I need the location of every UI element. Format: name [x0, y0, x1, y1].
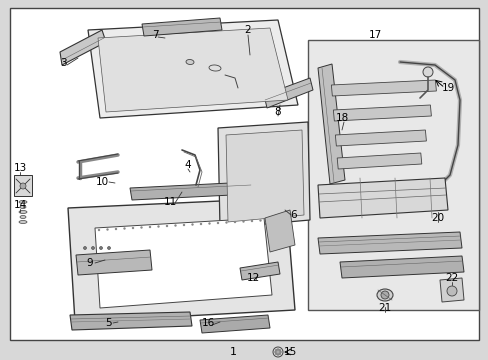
Polygon shape	[142, 18, 222, 36]
Polygon shape	[337, 153, 421, 169]
Polygon shape	[70, 312, 192, 330]
Circle shape	[446, 286, 456, 296]
Circle shape	[208, 222, 210, 225]
Polygon shape	[218, 122, 309, 228]
Text: 19: 19	[441, 83, 454, 93]
Ellipse shape	[376, 289, 392, 301]
Ellipse shape	[19, 211, 27, 213]
Circle shape	[380, 291, 388, 299]
Circle shape	[275, 350, 280, 355]
Ellipse shape	[185, 59, 194, 64]
Ellipse shape	[19, 201, 27, 203]
Circle shape	[200, 223, 202, 225]
Circle shape	[106, 228, 108, 231]
Polygon shape	[225, 130, 304, 222]
Polygon shape	[200, 315, 269, 333]
Polygon shape	[331, 80, 435, 96]
Polygon shape	[88, 20, 297, 118]
Text: 10: 10	[95, 177, 108, 187]
Polygon shape	[68, 198, 294, 322]
Polygon shape	[14, 175, 32, 196]
Ellipse shape	[20, 206, 26, 208]
Text: 11: 11	[163, 197, 176, 207]
Text: 9: 9	[86, 258, 93, 268]
Polygon shape	[317, 178, 447, 218]
Circle shape	[174, 224, 176, 227]
Polygon shape	[333, 105, 430, 121]
Circle shape	[107, 247, 110, 249]
Circle shape	[140, 226, 142, 229]
Text: 12: 12	[246, 273, 259, 283]
Text: 21: 21	[378, 303, 391, 313]
Polygon shape	[317, 64, 345, 184]
Polygon shape	[317, 232, 461, 254]
Text: 5: 5	[104, 318, 111, 328]
Text: 15: 15	[283, 347, 296, 357]
Polygon shape	[439, 278, 463, 302]
Polygon shape	[60, 30, 106, 65]
Circle shape	[242, 220, 244, 223]
Text: 20: 20	[430, 213, 444, 223]
Text: 6: 6	[290, 210, 297, 220]
Circle shape	[183, 224, 185, 226]
Polygon shape	[130, 182, 251, 200]
Circle shape	[83, 247, 86, 249]
Circle shape	[91, 247, 94, 249]
Text: 3: 3	[60, 58, 66, 68]
Text: 1: 1	[229, 347, 236, 357]
Polygon shape	[95, 218, 271, 308]
Circle shape	[274, 349, 277, 351]
Circle shape	[99, 247, 102, 249]
Circle shape	[165, 225, 168, 227]
Polygon shape	[339, 256, 463, 278]
Text: 14: 14	[13, 200, 26, 210]
Circle shape	[132, 227, 134, 229]
Text: 16: 16	[201, 318, 214, 328]
Polygon shape	[98, 28, 287, 112]
Polygon shape	[76, 250, 152, 275]
Text: 22: 22	[445, 273, 458, 283]
Circle shape	[157, 225, 160, 228]
Text: 2: 2	[244, 25, 251, 35]
Circle shape	[274, 351, 276, 353]
Circle shape	[20, 183, 26, 189]
Text: 17: 17	[367, 30, 381, 40]
Circle shape	[225, 221, 227, 224]
Text: 18: 18	[335, 113, 348, 123]
Text: 4: 4	[184, 160, 191, 170]
Circle shape	[115, 228, 117, 230]
Circle shape	[233, 221, 236, 223]
Circle shape	[123, 227, 125, 230]
Polygon shape	[335, 130, 426, 146]
Circle shape	[422, 67, 432, 77]
Circle shape	[276, 348, 279, 351]
Circle shape	[259, 219, 261, 222]
Polygon shape	[240, 262, 280, 280]
Circle shape	[278, 353, 281, 355]
Circle shape	[276, 354, 279, 356]
Polygon shape	[307, 40, 478, 310]
Circle shape	[250, 220, 253, 222]
Text: 13: 13	[13, 163, 26, 173]
Circle shape	[278, 349, 281, 351]
Circle shape	[148, 226, 151, 228]
Polygon shape	[264, 78, 312, 108]
Circle shape	[272, 347, 283, 357]
Text: 8: 8	[274, 107, 281, 117]
Circle shape	[191, 223, 193, 226]
Polygon shape	[264, 210, 294, 252]
Text: 7: 7	[151, 30, 158, 40]
Circle shape	[216, 222, 219, 224]
Circle shape	[274, 353, 277, 355]
Circle shape	[98, 229, 100, 231]
Ellipse shape	[20, 216, 26, 219]
Circle shape	[279, 351, 281, 353]
Polygon shape	[10, 8, 478, 340]
Ellipse shape	[19, 220, 27, 224]
